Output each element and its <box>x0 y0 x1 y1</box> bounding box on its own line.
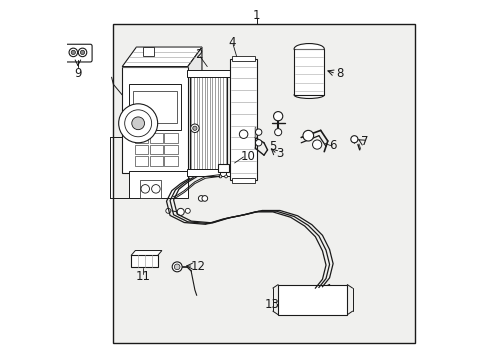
Bar <box>186 169 229 176</box>
Polygon shape <box>187 47 202 173</box>
Bar <box>232 177 255 183</box>
Circle shape <box>80 50 84 54</box>
Circle shape <box>185 208 190 213</box>
Bar <box>134 145 148 154</box>
Bar <box>218 164 228 172</box>
Text: 3: 3 <box>276 147 283 160</box>
Text: 13: 13 <box>264 298 279 311</box>
Bar <box>189 74 226 173</box>
Bar <box>164 145 178 154</box>
Text: 12: 12 <box>190 260 205 273</box>
Bar <box>186 70 229 77</box>
Circle shape <box>350 136 357 143</box>
Circle shape <box>71 50 75 54</box>
Circle shape <box>255 140 262 146</box>
Circle shape <box>151 185 160 193</box>
Circle shape <box>165 208 170 213</box>
Ellipse shape <box>293 91 324 99</box>
Text: 9: 9 <box>74 67 81 80</box>
Text: 7: 7 <box>361 135 368 148</box>
Bar <box>149 133 163 143</box>
Text: 4: 4 <box>228 36 235 49</box>
Bar <box>278 284 346 315</box>
Bar <box>133 91 177 123</box>
Circle shape <box>132 117 144 130</box>
Circle shape <box>190 124 199 132</box>
Bar <box>164 156 178 166</box>
Circle shape <box>174 264 180 270</box>
Circle shape <box>303 130 313 141</box>
Text: 6: 6 <box>329 139 336 152</box>
Bar <box>232 56 255 61</box>
Circle shape <box>255 129 262 135</box>
Polygon shape <box>122 47 202 67</box>
Bar <box>140 180 161 198</box>
Bar <box>134 133 148 143</box>
Circle shape <box>141 185 149 193</box>
Text: 10: 10 <box>240 150 255 163</box>
Bar <box>293 49 324 95</box>
Bar <box>131 256 157 267</box>
Circle shape <box>274 129 281 136</box>
Bar <box>149 145 163 154</box>
Text: 8: 8 <box>336 67 343 80</box>
Circle shape <box>192 126 197 130</box>
Circle shape <box>239 130 247 139</box>
Circle shape <box>119 104 157 143</box>
FancyBboxPatch shape <box>63 44 92 62</box>
Bar <box>122 67 187 173</box>
Text: 5: 5 <box>268 140 276 153</box>
Bar <box>164 133 178 143</box>
Bar <box>129 84 181 130</box>
Circle shape <box>219 175 222 178</box>
Circle shape <box>78 48 86 57</box>
Text: 2: 2 <box>194 48 202 61</box>
Circle shape <box>312 140 321 149</box>
Circle shape <box>202 195 207 201</box>
Circle shape <box>69 48 78 57</box>
Text: 1: 1 <box>253 9 260 22</box>
Circle shape <box>273 112 282 121</box>
Bar <box>143 47 154 56</box>
Circle shape <box>124 110 151 137</box>
Bar <box>129 171 187 198</box>
Ellipse shape <box>293 44 324 54</box>
Circle shape <box>177 208 184 215</box>
Bar <box>230 59 256 180</box>
Bar <box>149 156 163 166</box>
Circle shape <box>198 195 203 201</box>
Circle shape <box>172 262 182 272</box>
Bar <box>134 156 148 166</box>
Text: 11: 11 <box>136 270 151 283</box>
Polygon shape <box>131 251 162 256</box>
Bar <box>113 24 414 343</box>
Circle shape <box>224 175 227 178</box>
